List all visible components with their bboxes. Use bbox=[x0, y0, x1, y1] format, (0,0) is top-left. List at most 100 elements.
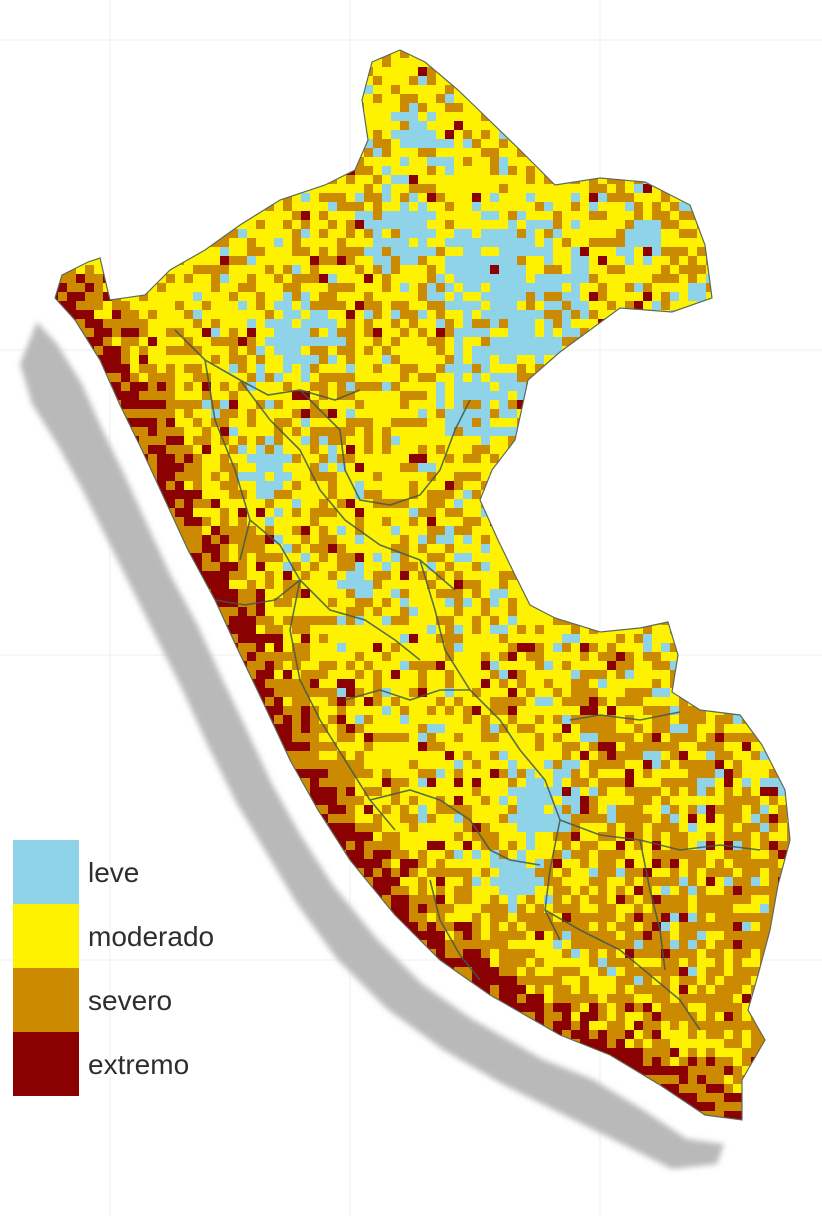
map-cell bbox=[67, 526, 77, 536]
map-cell bbox=[454, 58, 464, 68]
map-cell bbox=[571, 301, 581, 311]
map-cell bbox=[139, 301, 149, 311]
map-cell bbox=[202, 121, 212, 131]
map-cell bbox=[337, 50, 347, 59]
map-cell bbox=[229, 121, 239, 131]
map-cell bbox=[742, 418, 752, 428]
map-cell bbox=[67, 310, 77, 320]
map-cell bbox=[436, 166, 446, 176]
map-cell bbox=[184, 211, 194, 221]
map-cell bbox=[526, 292, 536, 302]
map-cell bbox=[364, 229, 374, 239]
map-cell bbox=[157, 50, 167, 59]
map-cell bbox=[400, 364, 410, 374]
map-cell bbox=[508, 193, 518, 203]
map-cell bbox=[625, 202, 635, 212]
map-cell bbox=[463, 544, 473, 554]
map-cell bbox=[562, 211, 572, 221]
map-cell bbox=[616, 220, 626, 230]
map-cell bbox=[67, 229, 77, 239]
map-cell bbox=[328, 229, 338, 239]
map-cell bbox=[256, 409, 266, 419]
map-cell bbox=[652, 535, 662, 545]
map-cell bbox=[661, 481, 671, 491]
map-cell bbox=[751, 328, 761, 338]
map-cell bbox=[139, 256, 149, 266]
map-cell bbox=[733, 391, 743, 401]
map-cell bbox=[652, 247, 662, 257]
map-cell bbox=[499, 238, 509, 248]
map-cell bbox=[787, 283, 790, 293]
map-cell bbox=[319, 283, 329, 293]
map-cell bbox=[787, 112, 790, 122]
map-cell bbox=[445, 526, 455, 536]
map-cell bbox=[526, 454, 536, 464]
map-cell bbox=[634, 418, 644, 428]
map-cell bbox=[130, 67, 140, 77]
map-cell bbox=[715, 220, 725, 230]
map-cell bbox=[211, 499, 221, 509]
map-cell bbox=[76, 238, 86, 248]
map-cell bbox=[229, 112, 239, 122]
map-cell bbox=[58, 40, 68, 50]
map-cell bbox=[166, 544, 176, 554]
map-cell bbox=[238, 256, 248, 266]
map-cell bbox=[544, 301, 554, 311]
map-cell bbox=[301, 112, 311, 122]
map-cell bbox=[364, 211, 374, 221]
map-cell bbox=[391, 238, 401, 248]
map-cell bbox=[670, 337, 680, 347]
map-cell bbox=[256, 373, 266, 383]
map-cell bbox=[634, 265, 644, 275]
map-cell bbox=[445, 94, 455, 104]
map-cell bbox=[409, 211, 419, 221]
map-cell bbox=[211, 157, 221, 167]
map-cell bbox=[202, 499, 212, 509]
map-cell bbox=[454, 472, 464, 482]
map-cell bbox=[346, 67, 356, 77]
map-cell bbox=[508, 85, 518, 95]
map-cell bbox=[130, 157, 140, 167]
map-cell bbox=[319, 382, 329, 392]
map-cell bbox=[688, 283, 698, 293]
map-cell bbox=[346, 382, 356, 392]
map-cell bbox=[670, 499, 680, 509]
map-cell bbox=[247, 490, 257, 500]
map-cell bbox=[346, 535, 356, 545]
map-cell bbox=[211, 526, 221, 536]
map-cell bbox=[778, 301, 788, 311]
map-cell bbox=[661, 112, 671, 122]
map-cell bbox=[418, 112, 428, 122]
map-cell bbox=[418, 454, 428, 464]
map-cell bbox=[76, 301, 86, 311]
map-cell bbox=[265, 139, 275, 149]
map-cell bbox=[58, 157, 68, 167]
map-cell bbox=[643, 94, 653, 104]
map-cell bbox=[355, 67, 365, 77]
map-cell bbox=[202, 247, 212, 257]
map-cell bbox=[202, 373, 212, 383]
map-cell bbox=[112, 337, 122, 347]
map-cell bbox=[103, 400, 113, 410]
map-cell bbox=[445, 247, 455, 257]
map-cell bbox=[436, 364, 446, 374]
map-cell bbox=[175, 50, 185, 59]
map-cell bbox=[787, 472, 790, 482]
map-cell bbox=[616, 274, 626, 284]
map-cell bbox=[373, 112, 383, 122]
map-cell bbox=[355, 418, 365, 428]
map-cell bbox=[202, 265, 212, 275]
map-cell bbox=[310, 319, 320, 329]
map-cell bbox=[472, 535, 482, 545]
map-cell bbox=[679, 382, 689, 392]
map-cell bbox=[283, 76, 293, 86]
map-cell bbox=[751, 283, 761, 293]
map-cell bbox=[751, 157, 761, 167]
map-cell bbox=[292, 229, 302, 239]
map-cell bbox=[175, 346, 185, 356]
map-cell bbox=[148, 67, 158, 77]
map-cell bbox=[553, 364, 563, 374]
map-cell bbox=[499, 112, 509, 122]
map-cell bbox=[571, 103, 581, 113]
map-cell bbox=[571, 139, 581, 149]
